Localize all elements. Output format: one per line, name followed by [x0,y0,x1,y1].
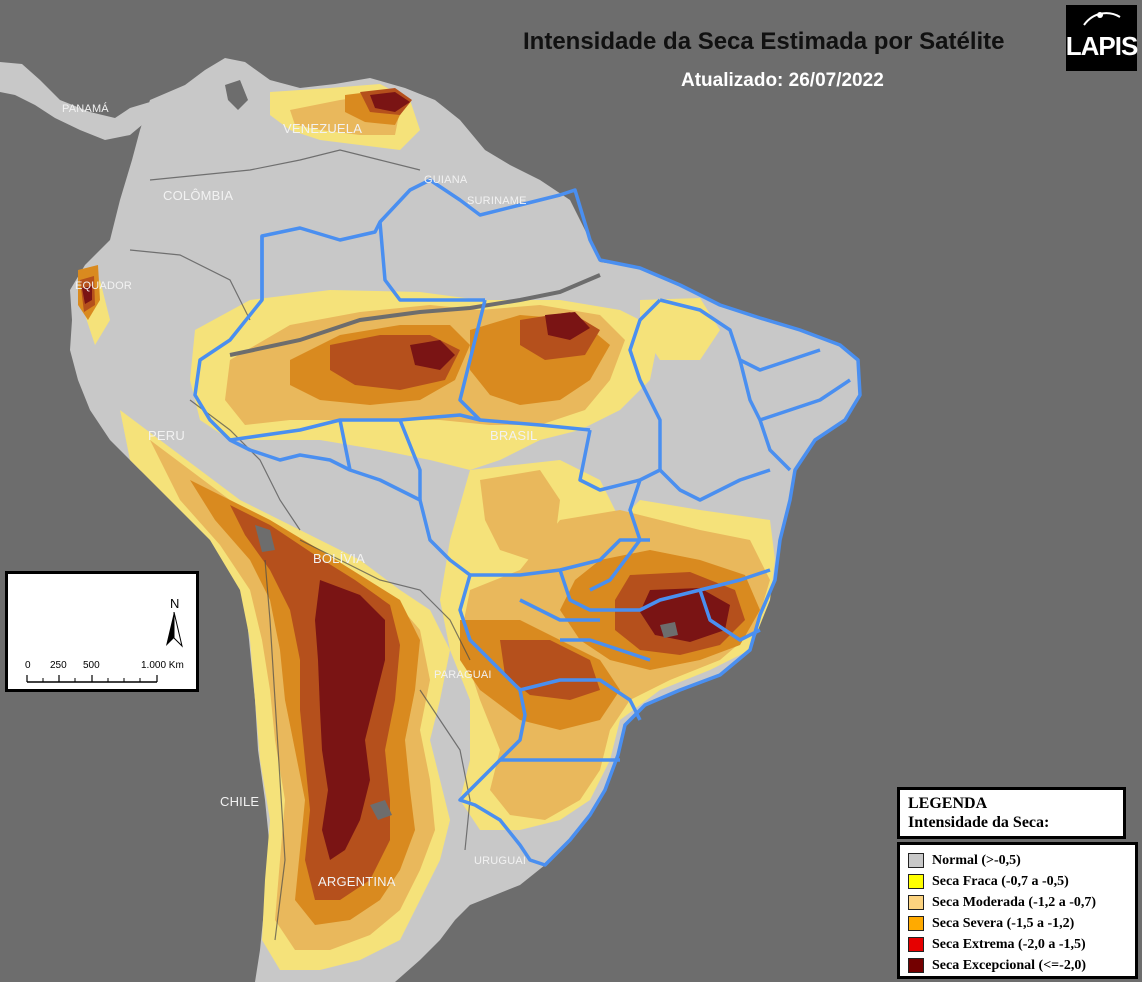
country-borders [129,149,471,941]
legend-title: LEGENDA [908,795,988,812]
legend-label: Seca Severa (-1,5 a -1,2) [932,915,1075,931]
legend-item-extreme: Seca Extrema (-2,0 a -1,5) [908,934,1127,955]
legend-item-severe: Seca Severa (-1,5 a -1,2) [908,913,1127,934]
central-america-land [0,62,150,140]
map-title: Intensidade da Seca Estimada por Satélit… [523,28,1005,55]
label-venezuela: VENEZUELA [283,121,363,136]
legend-box: Normal (>-0,5) Seca Fraca (-0,7 a -0,5) … [897,842,1138,979]
scale-label-500: 500 [83,660,100,671]
legend-swatch [908,853,924,868]
scale-bar-box: N 0 250 500 1.000 Km [5,571,199,692]
north-label: N [170,596,180,611]
legend-label: Seca Fraca (-0,7 a -0,5) [932,873,1069,889]
legend-swatch [908,895,924,910]
label-uruguai: URUGUAI [474,855,527,867]
label-colombia: COLÔMBIA [163,188,234,203]
label-suriname: SURINAME [467,195,527,207]
legend-label: Seca Extrema (-2,0 a -1,5) [932,936,1086,952]
legend-item-weak: Seca Fraca (-0,7 a -0,5) [908,871,1127,892]
label-peru: PERU [148,428,185,443]
logo-text: LAPIS [1065,30,1139,61]
legend-swatch [908,937,924,952]
amazon-river [229,273,601,357]
legend-label: Seca Excepcional (<=-2,0) [932,957,1086,973]
label-equador: EQUADOR [75,280,133,292]
satellite-icon [1083,12,1121,26]
legend-item-moderate: Seca Moderada (-1,2 a -0,7) [908,892,1127,913]
legend-swatch [908,874,924,889]
map-subtitle: Atualizado: 26/07/2022 [681,70,884,91]
legend-label: Normal (>-0,5) [932,852,1021,868]
legend-title-box: LEGENDA Intensidade da Seca: [897,787,1126,839]
scale-label-0: 0 [25,660,31,671]
label-panama: PANAMÁ [62,103,109,115]
scale-ruler [26,675,158,683]
legend-item-normal: Normal (>-0,5) [908,850,1127,871]
lapis-logo: LAPIS [1065,5,1139,71]
label-argentina: ARGENTINA [318,874,396,889]
legend-label: Seca Moderada (-1,2 a -0,7) [932,894,1097,910]
label-bolivia: BOLÍVIA [313,551,365,566]
label-chile: CHILE [220,794,260,809]
scale-label-1000: 1.000 Km [141,660,184,671]
scale-label-250: 250 [50,660,67,671]
legend-subtitle: Intensidade da Seca: [908,814,1050,831]
legend-swatch [908,958,924,973]
label-guiana: GUIANA [424,174,468,186]
label-paraguai: PARAGUAI [434,669,492,681]
north-arrow-icon [166,612,183,648]
water-bodies [225,80,678,820]
label-brasil: BRASIL [490,428,538,443]
legend-item-exceptional: Seca Excepcional (<=-2,0) [908,955,1127,976]
legend-swatch [908,916,924,931]
brazil-state-borders [193,178,862,867]
